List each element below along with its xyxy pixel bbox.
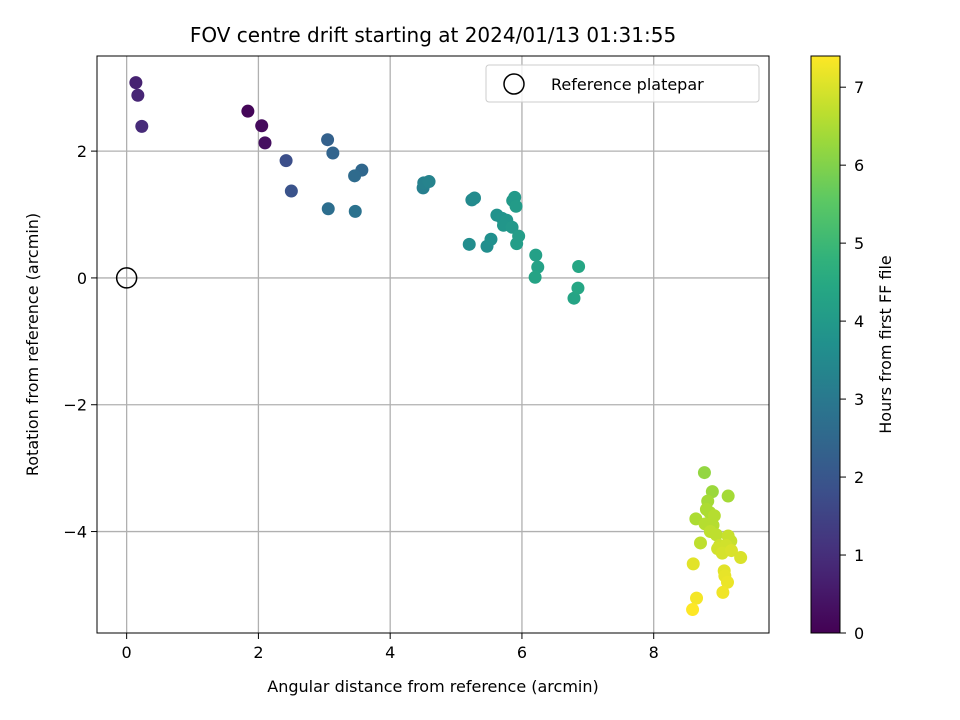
data-point — [709, 528, 723, 542]
legend: Reference platepar — [485, 64, 760, 103]
data-point — [484, 232, 498, 246]
colorbar-tick-label: 3 — [854, 390, 864, 409]
data-point — [129, 76, 143, 90]
data-point — [528, 270, 542, 284]
data-point — [572, 260, 586, 274]
colorbar-label: Hours from first FF file — [876, 255, 895, 434]
legend-reference-marker — [503, 73, 525, 95]
x-tick-label: 4 — [385, 643, 395, 662]
colorbar-tick-label: 2 — [854, 468, 864, 487]
data-point — [321, 133, 335, 147]
data-point — [693, 536, 707, 550]
data-point — [348, 169, 362, 183]
data-point — [531, 260, 545, 274]
data-point — [509, 199, 523, 213]
data-point — [720, 575, 734, 589]
data-point — [258, 136, 272, 150]
x-axis-label: Angular distance from reference (arcmin) — [267, 677, 598, 696]
data-point — [734, 551, 748, 565]
data-point — [724, 544, 738, 558]
reference-marker — [115, 267, 138, 289]
data-point — [255, 119, 269, 133]
data-point — [284, 184, 298, 198]
data-point — [721, 489, 735, 503]
data-point — [690, 591, 704, 605]
y-tick-label: −2 — [63, 396, 87, 415]
data-point — [468, 191, 482, 205]
y-axis-label: Rotation from reference (arcmin) — [23, 213, 42, 476]
data-point — [686, 603, 700, 617]
data-point — [707, 509, 721, 523]
x-tick-label: 2 — [253, 643, 263, 662]
colorbar-tick-label: 1 — [854, 546, 864, 565]
colorbar-ticks: 0 1 2 3 4 5 6 7 — [840, 78, 864, 643]
legend-label: Reference platepar — [551, 75, 704, 94]
data-point — [686, 557, 700, 571]
data-point — [567, 291, 581, 305]
data-point — [462, 237, 476, 251]
data-point — [321, 202, 335, 216]
x-tick-label: 6 — [517, 643, 527, 662]
x-tick-label: 8 — [649, 643, 659, 662]
y-tick-label: 2 — [77, 142, 87, 161]
data-point — [571, 281, 585, 295]
colorbar — [810, 55, 841, 634]
data-point — [279, 154, 293, 168]
data-point — [512, 229, 526, 243]
grid — [97, 56, 769, 633]
y-axis-ticks: −4 −2 0 2 — [63, 142, 97, 542]
data-point — [529, 248, 543, 262]
legend-box — [485, 64, 760, 103]
data-point — [241, 104, 255, 118]
colorbar-tick-label: 6 — [854, 156, 864, 175]
y-tick-label: 0 — [77, 269, 87, 288]
data-point — [422, 175, 436, 189]
plot-frame — [96, 55, 770, 634]
data-point — [135, 119, 149, 133]
data-point — [348, 204, 362, 218]
x-axis-ticks: 0 2 4 6 8 — [122, 633, 659, 662]
colorbar-tick-label: 0 — [854, 624, 864, 643]
data-point — [697, 466, 711, 480]
colorbar-tick-label: 5 — [854, 234, 864, 253]
data-point — [131, 88, 145, 102]
data-point — [326, 146, 340, 160]
data-points — [129, 76, 748, 617]
data-point — [505, 220, 519, 234]
data-point — [716, 585, 730, 599]
colorbar-tick-label: 4 — [854, 312, 864, 331]
chart-title: FOV centre drift starting at 2024/01/13 … — [190, 23, 676, 47]
x-tick-label: 0 — [122, 643, 132, 662]
y-tick-label: −4 — [63, 523, 87, 542]
colorbar-tick-label: 7 — [854, 78, 864, 97]
